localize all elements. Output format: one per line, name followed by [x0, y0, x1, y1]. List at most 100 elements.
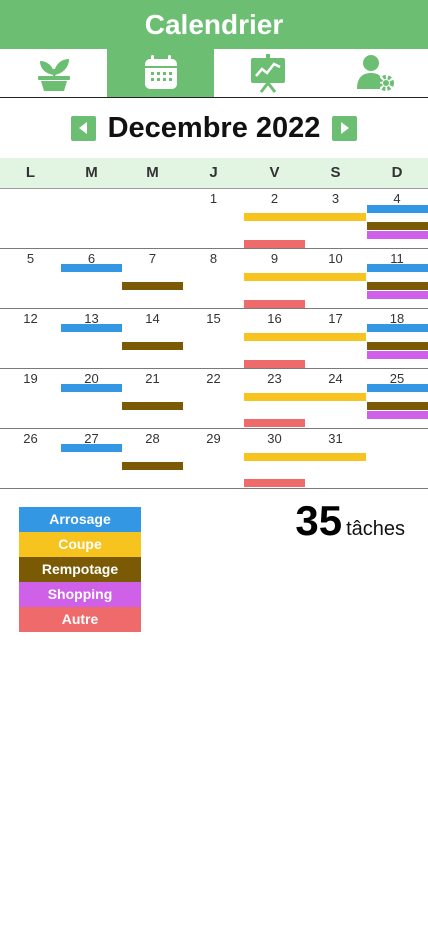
- task-bar-arrosage[interactable]: [367, 324, 428, 332]
- legend-autre: Autre: [19, 607, 141, 632]
- day-number[interactable]: 2: [270, 191, 279, 206]
- legend-rempotage: Rempotage: [19, 557, 141, 582]
- day-number[interactable]: 27: [84, 431, 99, 446]
- task-bar-rempotage[interactable]: [122, 402, 183, 410]
- weekday-label: L: [25, 164, 36, 181]
- day-number[interactable]: 21: [145, 371, 160, 386]
- app-header: Calendrier: [0, 0, 428, 49]
- day-number[interactable]: 14: [145, 311, 160, 326]
- task-bar-shopping[interactable]: [367, 411, 428, 419]
- tab-settings[interactable]: [321, 49, 428, 97]
- calendar-week: 1 2 3 4: [0, 189, 428, 249]
- calendar-week: 5 6 7 8 9 10 11: [0, 249, 428, 309]
- legend-shopping: Shopping: [19, 582, 141, 607]
- task-bar-arrosage[interactable]: [367, 205, 428, 213]
- task-count-number: 35: [295, 497, 343, 544]
- task-bar-arrosage[interactable]: [61, 324, 122, 332]
- calendar-week: 19 20 21 22 23 24 25: [0, 369, 428, 429]
- month-title: Decembre 2022: [107, 111, 321, 144]
- day-number[interactable]: 25: [389, 371, 405, 386]
- day-number[interactable]: 26: [23, 431, 38, 446]
- day-number[interactable]: 4: [393, 191, 401, 206]
- chevron-right-icon: [340, 122, 349, 134]
- day-number[interactable]: 17: [328, 311, 343, 326]
- day-number[interactable]: 18: [389, 311, 405, 326]
- day-number[interactable]: 22: [206, 371, 221, 386]
- task-bar-autre[interactable]: [244, 479, 305, 487]
- task-bar-rempotage[interactable]: [367, 222, 428, 230]
- task-bar-coupe[interactable]: [244, 453, 366, 461]
- task-bar-autre[interactable]: [244, 360, 305, 368]
- weekday-label: V: [269, 164, 280, 181]
- task-bar-rempotage[interactable]: [122, 462, 183, 470]
- day-number[interactable]: 1: [209, 191, 218, 206]
- previous-month-button[interactable]: [70, 115, 96, 141]
- task-count-label: tâches: [346, 518, 405, 540]
- weekday-label: D: [391, 164, 403, 181]
- weekday-label: M: [146, 164, 159, 181]
- day-number[interactable]: 6: [87, 251, 96, 266]
- user-settings-icon: [356, 55, 394, 91]
- task-bar-arrosage[interactable]: [367, 264, 428, 272]
- day-number[interactable]: 7: [148, 251, 157, 266]
- plant-pot-icon: [37, 59, 70, 91]
- task-bar-autre[interactable]: [244, 300, 305, 308]
- task-bar-arrosage[interactable]: [61, 444, 122, 452]
- task-bar-rempotage[interactable]: [367, 342, 428, 350]
- day-number[interactable]: 23: [267, 371, 282, 386]
- day-number[interactable]: 19: [23, 371, 38, 386]
- weekday-header: L M M J V S D: [0, 158, 428, 189]
- weekday-label: J: [209, 164, 218, 181]
- tab-calendar[interactable]: [107, 49, 214, 97]
- task-bar-coupe[interactable]: [244, 273, 366, 281]
- day-number[interactable]: 9: [270, 251, 279, 266]
- task-bar-shopping[interactable]: [367, 231, 428, 239]
- day-number[interactable]: 30: [267, 431, 282, 446]
- day-number[interactable]: 31: [328, 431, 343, 446]
- task-count: 35 tâches: [295, 497, 405, 545]
- day-number[interactable]: 3: [331, 191, 340, 206]
- calendar-icon: [144, 55, 177, 89]
- task-bar-autre[interactable]: [244, 240, 305, 248]
- task-bar-autre[interactable]: [244, 419, 305, 427]
- legend-coupe: Coupe: [19, 532, 141, 557]
- weekday-label: M: [85, 164, 98, 181]
- task-bar-coupe[interactable]: [244, 213, 366, 221]
- task-bar-coupe[interactable]: [244, 333, 366, 341]
- task-bar-shopping[interactable]: [367, 291, 428, 299]
- task-bar-arrosage[interactable]: [367, 384, 428, 392]
- task-bar-coupe[interactable]: [244, 393, 366, 401]
- task-bar-rempotage[interactable]: [122, 342, 183, 350]
- day-number[interactable]: 16: [267, 311, 282, 326]
- page-title: Calendrier: [144, 9, 284, 40]
- day-number[interactable]: 11: [390, 251, 404, 266]
- tab-stats[interactable]: [214, 49, 321, 97]
- calendar-week: 12 13 14 15 16 17 18: [0, 309, 428, 369]
- day-number[interactable]: 13: [84, 311, 99, 326]
- day-number[interactable]: 28: [145, 431, 160, 446]
- day-number[interactable]: 29: [206, 431, 221, 446]
- task-bar-arrosage[interactable]: [61, 264, 122, 272]
- tab-plants[interactable]: [0, 49, 107, 97]
- task-bar-shopping[interactable]: [367, 351, 428, 359]
- day-number[interactable]: 8: [209, 251, 218, 266]
- next-month-button[interactable]: [332, 115, 358, 141]
- calendar-week: 26 27 28 29 30 31: [0, 429, 428, 489]
- day-number[interactable]: 10: [328, 251, 343, 266]
- task-bar-rempotage[interactable]: [122, 282, 183, 290]
- day-number[interactable]: 5: [26, 251, 35, 266]
- task-bar-rempotage[interactable]: [367, 402, 428, 410]
- task-bar-arrosage[interactable]: [61, 384, 122, 392]
- day-number[interactable]: 12: [23, 311, 38, 326]
- day-number[interactable]: 24: [328, 371, 343, 386]
- tab-bar: [0, 49, 428, 98]
- day-number[interactable]: 15: [206, 311, 221, 326]
- weekday-label: S: [330, 164, 341, 181]
- day-number[interactable]: 20: [84, 371, 99, 386]
- chevron-left-icon: [79, 122, 88, 134]
- task-legend: Arrosage Coupe Rempotage Shopping Autre: [19, 507, 141, 632]
- task-bar-rempotage[interactable]: [367, 282, 428, 290]
- chart-board-icon: [250, 54, 285, 93]
- month-navigation: Decembre 2022: [0, 108, 428, 148]
- legend-arrosage: Arrosage: [19, 507, 141, 532]
